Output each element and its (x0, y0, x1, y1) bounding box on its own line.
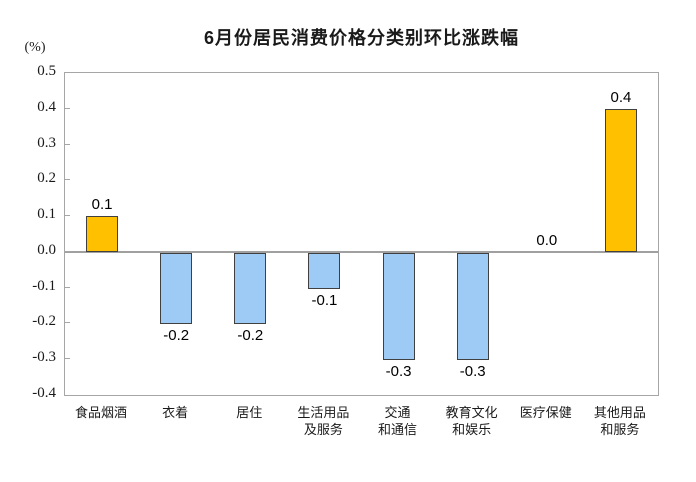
y-tick-label: -0.2 (32, 313, 56, 330)
y-tick-label: 0.2 (37, 170, 56, 187)
y-tick-label: 0.0 (37, 241, 56, 258)
bar-value-label: -0.3 (385, 363, 412, 381)
bar-1 (160, 252, 193, 325)
bar-0 (86, 216, 119, 252)
y-tick-mark (65, 215, 70, 217)
y-tick-label: 0.4 (37, 98, 56, 115)
zero-axis-line (65, 250, 658, 253)
bar-value-label: 0.0 (536, 231, 558, 249)
bar-value-label: -0.1 (311, 291, 338, 309)
y-tick-mark (65, 250, 70, 252)
x-category-label: 生活用品 及服务 (297, 405, 350, 437)
bar-3 (308, 252, 341, 289)
y-tick-mark (65, 143, 70, 145)
y-tick-mark (65, 107, 70, 109)
y-tick-mark (65, 322, 70, 324)
y-tick-label: -0.3 (32, 349, 56, 366)
x-category-label: 教育文化 和娱乐 (445, 405, 498, 437)
x-category-label: 交通 和通信 (378, 405, 418, 437)
y-tick-mark (65, 286, 70, 288)
x-category-label: 其他用品 和服务 (593, 405, 646, 437)
y-tick-label: -0.4 (32, 385, 56, 401)
chart-title: 6月份居民消费价格分类别环比涨跌幅 (203, 28, 519, 48)
bar-2 (234, 252, 267, 325)
bar-4 (382, 252, 415, 361)
bar-5 (456, 252, 489, 361)
x-category-label: 食品烟酒 (75, 405, 128, 420)
bar-value-label: 0.4 (610, 88, 632, 106)
x-category-label: 医疗保健 (519, 405, 572, 420)
bar-value-label: -0.3 (459, 363, 486, 381)
plot-area: 0.1 -0.2 -0.2 -0.1 -0.3 -0.3 0.0 0.4 (64, 72, 659, 396)
y-tick-label: 0.1 (37, 206, 56, 223)
bar-7 (604, 108, 637, 252)
y-tick-mark (65, 358, 70, 360)
x-category-label: 衣着 (162, 405, 189, 420)
bar-value-label: -0.2 (237, 327, 264, 345)
y-tick-mark (65, 179, 70, 181)
bar-value-label: -0.2 (163, 327, 190, 345)
y-tick-label: 0.3 (37, 134, 56, 151)
bar-value-label: 0.1 (91, 196, 113, 214)
y-tick-label: -0.1 (32, 277, 56, 294)
y-axis-unit-label: (%) (24, 40, 46, 55)
x-category-label: 居住 (236, 405, 263, 420)
y-tick-label: 0.5 (37, 63, 56, 79)
